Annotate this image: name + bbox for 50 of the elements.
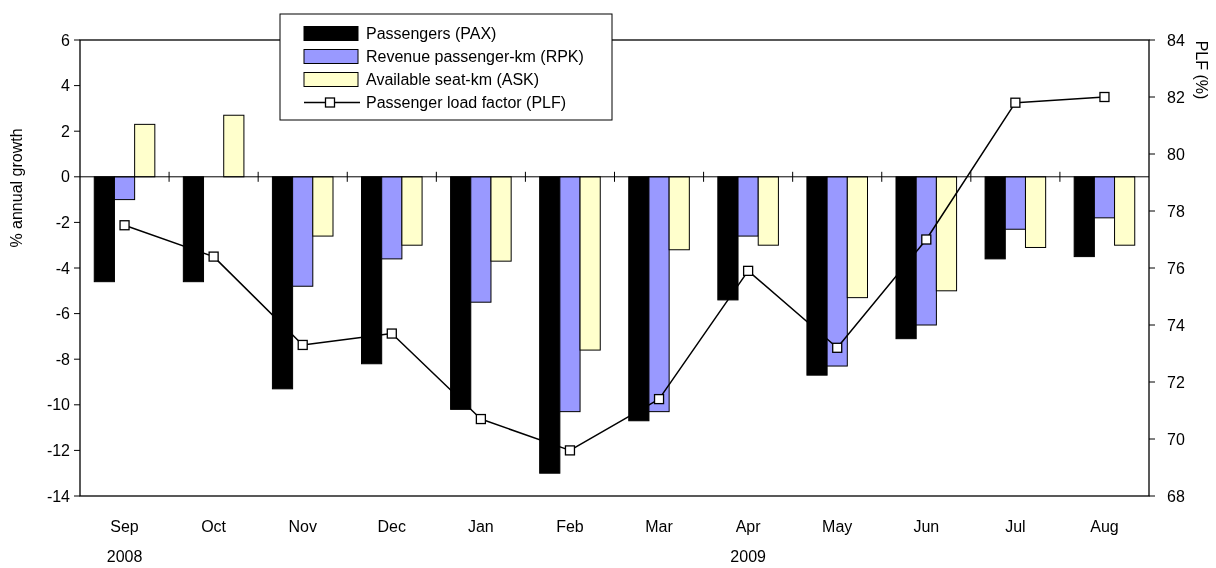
y2-tick-label: 68	[1167, 487, 1185, 505]
y-tick-label: -8	[55, 350, 71, 368]
y2-tick-label: 78	[1167, 202, 1185, 220]
x-tick-label: Sep 2008	[106, 518, 143, 565]
x-tick-label: Nov	[288, 518, 317, 535]
y-tick-label: 4	[61, 77, 71, 95]
point	[208, 251, 219, 262]
y-tick-label: -6	[55, 305, 71, 323]
point	[119, 220, 130, 231]
point	[832, 342, 843, 353]
legend-label: Revenue passenger-km (RPK)	[366, 48, 584, 66]
y2-tick-label: 84	[1167, 31, 1185, 49]
y-axis-title: % annual growth	[8, 128, 25, 248]
point	[564, 445, 576, 456]
y2-tick-label: 74	[1167, 316, 1185, 334]
legend-label: Passengers (PAX)	[366, 25, 497, 43]
point	[1010, 97, 1021, 108]
x-tick-label: Jun	[913, 518, 940, 535]
x-tick-label: Aug	[1090, 518, 1119, 535]
x-tick-label: Dec	[377, 518, 407, 535]
x-tick-label: Oct	[201, 518, 227, 535]
y2-axis-title: PLF (%)	[1193, 40, 1210, 100]
x-tick-label: May	[822, 518, 853, 535]
point	[475, 413, 487, 425]
y-tick-label: 2	[61, 122, 71, 140]
y-tick-label: -2	[55, 214, 71, 231]
x-tick-label: Mar	[645, 518, 674, 535]
point	[297, 339, 308, 351]
x-tick-label: Feb	[556, 518, 584, 535]
x-tick-label: Apr 2009	[730, 518, 767, 565]
y-tick-label: -4	[55, 259, 71, 277]
point	[386, 328, 397, 339]
y-tick-label: 6	[61, 31, 71, 49]
y-tick-label: -14	[46, 487, 71, 505]
point	[653, 393, 665, 405]
point	[921, 234, 932, 245]
y2-tick-label: 82	[1167, 88, 1185, 106]
y-tick-label: -10	[46, 396, 71, 414]
x-tick-label: Jul	[1005, 518, 1026, 535]
y-tick-label: 0	[61, 168, 71, 186]
y2-tick-label: 72	[1167, 373, 1185, 391]
legend-label: Available seat-km (ASK)	[366, 71, 540, 89]
x-tick-label: Jan	[467, 518, 494, 535]
point	[742, 265, 754, 276]
point	[1099, 91, 1110, 103]
y-tick-label: -12	[46, 442, 71, 459]
y2-tick-label: 76	[1167, 259, 1185, 277]
y2-tick-label: 70	[1167, 430, 1185, 448]
y2-tick-label: 80	[1167, 145, 1185, 163]
legend-label: Passenger load factor (PLF)	[366, 94, 567, 112]
